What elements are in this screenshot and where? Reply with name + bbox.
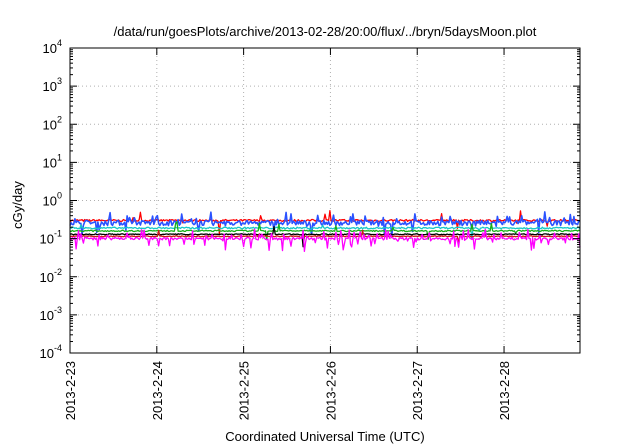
x-axis-label: Coordinated Universal Time (UTC)	[225, 429, 424, 444]
y-axis-label: cGy/day	[10, 181, 25, 229]
x-tick-label: 2013-2-27	[410, 361, 425, 420]
y-tick-label: 103	[43, 76, 62, 94]
y-tick-label: 10-4	[40, 343, 62, 361]
y-axis: 10-4 10-3 10-2 10-1 100 101 102 103 104	[40, 38, 580, 361]
series-line-3	[69, 224, 581, 240]
y-tick-label: 104	[43, 38, 62, 56]
x-tick-label: 2013-2-25	[237, 361, 252, 420]
series-line-5	[69, 226, 581, 248]
grid	[70, 48, 580, 353]
y-tick-label: 10-2	[40, 267, 62, 285]
chart-title: /data/run/goesPlots/archive/2013-02-28/2…	[114, 24, 537, 39]
x-tick-label: 2013-2-26	[323, 361, 338, 420]
y-tick-label: 101	[43, 152, 62, 170]
y-tick-label: 10-3	[40, 305, 62, 323]
x-axis: 2013-2-23 2013-2-24 2013-2-25 2013-2-26 2013…	[63, 48, 512, 420]
x-tick-label: 2013-2-24	[150, 361, 165, 420]
x-tick-label: 2013-2-28	[497, 361, 512, 420]
series-line-4	[69, 221, 581, 241]
series-line-2	[69, 211, 581, 238]
plot-series	[69, 210, 581, 253]
y-tick-label: 102	[43, 114, 62, 132]
y-tick-label: 100	[43, 191, 62, 209]
y-tick-label: 10-1	[40, 229, 62, 247]
series-line-7	[69, 228, 581, 253]
x-tick-label: 2013-2-23	[63, 361, 78, 420]
